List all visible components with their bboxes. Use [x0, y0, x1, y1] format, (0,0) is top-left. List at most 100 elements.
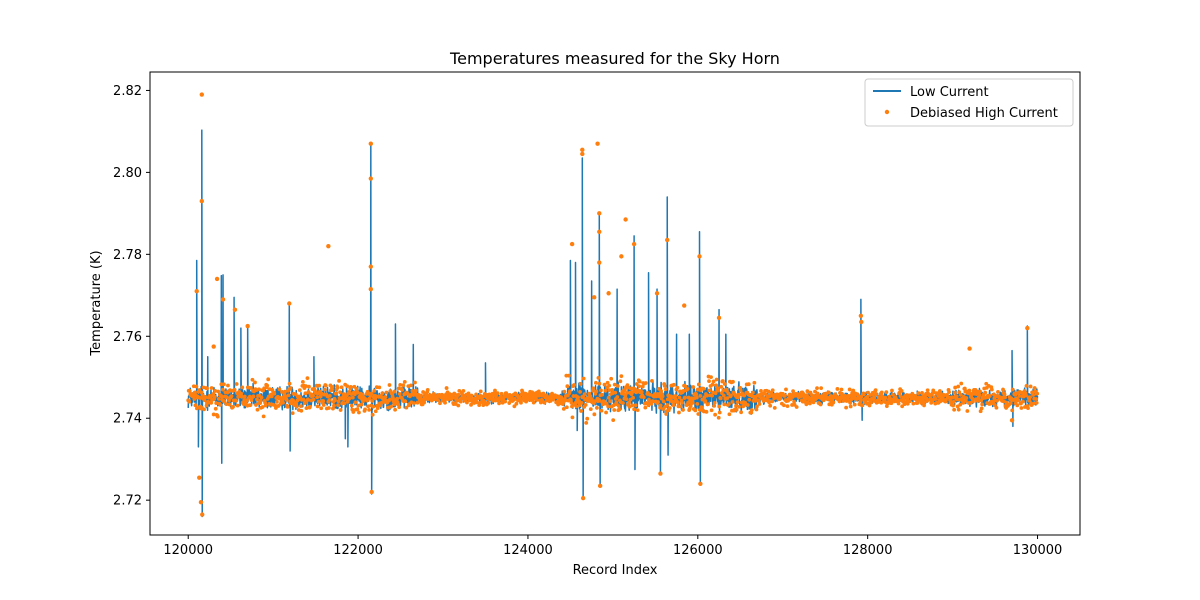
high-current-outlier-point: [665, 237, 670, 243]
high-current-point: [950, 395, 955, 400]
plot-frame: [149, 71, 1081, 536]
high-current-point: [713, 412, 718, 417]
high-current-point: [232, 387, 237, 392]
legend-marker-swatch: [884, 109, 890, 115]
high-current-point: [579, 409, 584, 413]
high-current-point: [466, 391, 471, 396]
high-current-point: [226, 383, 230, 388]
high-current-point: [896, 401, 901, 406]
x-tick-label: 122000: [333, 543, 383, 558]
high-current-point: [671, 403, 676, 407]
high-current-point: [757, 402, 762, 406]
high-current-point: [456, 392, 461, 397]
high-current-point: [889, 401, 894, 406]
high-current-point: [608, 399, 613, 403]
high-current-point: [721, 388, 726, 393]
high-current-point: [569, 398, 573, 402]
x-tick-label: 130000: [1013, 543, 1063, 558]
high-current-point: [907, 399, 912, 404]
high-current-point: [958, 392, 963, 397]
high-current-point: [425, 387, 430, 392]
high-current-point: [393, 407, 398, 412]
high-current-point: [839, 387, 844, 392]
high-current-point: [286, 393, 291, 398]
high-current-point: [300, 379, 305, 384]
high-current-point: [187, 388, 192, 393]
high-current-point: [269, 394, 274, 399]
high-current-point: [815, 386, 819, 391]
high-current-point: [450, 396, 455, 400]
high-current-point: [373, 409, 378, 414]
high-current-point: [211, 392, 216, 396]
high-current-point: [696, 412, 701, 416]
high-current-point: [562, 389, 567, 394]
high-current-point: [242, 394, 247, 399]
high-current-point: [631, 395, 635, 400]
high-current-outlier-point: [368, 141, 374, 146]
high-current-point: [783, 393, 787, 398]
high-current-point: [285, 404, 290, 409]
y-tick-label: 2.76: [113, 330, 142, 345]
high-current-point: [561, 407, 566, 411]
high-current-point: [305, 376, 310, 381]
high-current-point: [694, 395, 699, 400]
high-current-point: [639, 390, 644, 394]
high-current-point: [738, 388, 743, 393]
high-current-point: [444, 386, 449, 390]
y-tick-label: 2.78: [113, 248, 142, 263]
high-current-point: [597, 381, 602, 386]
high-current-point: [187, 399, 192, 404]
y-tick-label: 2.72: [113, 494, 142, 509]
high-current-point: [436, 398, 440, 403]
high-current-outlier-point: [580, 147, 585, 153]
high-current-point: [311, 397, 316, 402]
high-current-point: [542, 400, 547, 405]
high-current-point: [725, 396, 730, 401]
high-current-point: [260, 405, 265, 409]
high-current-outlier-point: [658, 471, 663, 476]
high-current-point: [922, 403, 926, 408]
legend-label-low-current: Low Current: [910, 85, 989, 100]
high-current-point: [722, 402, 727, 407]
high-current-point: [486, 401, 491, 405]
high-current-point: [778, 396, 783, 400]
high-current-point: [211, 412, 216, 417]
high-current-point: [299, 408, 304, 413]
high-current-point: [605, 380, 610, 385]
high-current-point: [678, 404, 683, 409]
y-tick-label: 2.74: [113, 412, 142, 427]
high-current-point: [1034, 397, 1039, 401]
high-current-point: [1024, 383, 1029, 388]
high-current-point: [250, 377, 255, 382]
high-current-point: [301, 397, 306, 402]
high-current-point: [747, 397, 752, 402]
high-current-point: [329, 388, 334, 393]
high-current-point: [680, 400, 684, 405]
high-current-point: [995, 398, 999, 403]
high-current-point: [298, 404, 303, 409]
high-current-point: [1034, 401, 1039, 405]
high-current-point: [215, 414, 220, 419]
high-current-point: [255, 407, 260, 412]
high-current-point: [994, 405, 999, 410]
y-tick-label: 2.82: [113, 84, 142, 99]
high-current-point: [890, 388, 894, 393]
high-current-outlier-point: [682, 303, 687, 308]
high-current-outlier-point: [569, 241, 575, 247]
high-current-point: [884, 390, 889, 395]
high-current-point: [848, 400, 853, 405]
high-current-point: [351, 410, 356, 414]
high-current-point: [321, 403, 326, 407]
high-current-outlier-point: [199, 198, 205, 204]
high-current-point: [563, 398, 568, 403]
high-current-point: [1032, 386, 1037, 390]
high-current-point: [1015, 403, 1020, 408]
high-current-point: [589, 397, 594, 402]
high-current-point: [244, 398, 249, 403]
legend-box: [864, 78, 1074, 127]
high-current-point: [659, 389, 664, 393]
high-current-point: [866, 390, 870, 395]
high-current-point: [227, 398, 231, 403]
x-axis: 120000 122000 124000 126000 128000 130000: [163, 535, 1062, 558]
high-current-point: [331, 406, 335, 411]
